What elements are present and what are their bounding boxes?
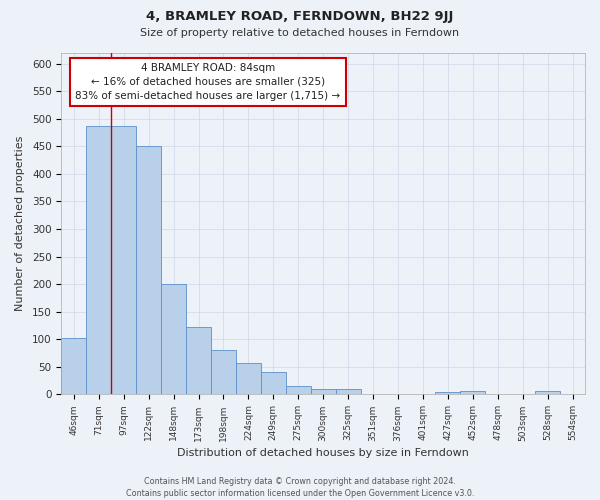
Bar [136, 146, 161, 394]
Bar [286, 386, 311, 394]
Bar [261, 372, 286, 394]
Text: Contains HM Land Registry data © Crown copyright and database right 2024.
Contai: Contains HM Land Registry data © Crown c… [126, 476, 474, 498]
Bar [436, 392, 460, 394]
Bar [311, 389, 335, 394]
Text: Size of property relative to detached houses in Ferndown: Size of property relative to detached ho… [140, 28, 460, 38]
Bar [335, 389, 361, 394]
Y-axis label: Number of detached properties: Number of detached properties [15, 136, 25, 311]
Bar [460, 391, 485, 394]
Bar [161, 284, 186, 395]
Bar [186, 327, 211, 394]
Bar [211, 350, 236, 395]
Text: 4 BRAMLEY ROAD: 84sqm
← 16% of detached houses are smaller (325)
83% of semi-det: 4 BRAMLEY ROAD: 84sqm ← 16% of detached … [76, 63, 341, 101]
Bar [236, 363, 261, 394]
Text: 4, BRAMLEY ROAD, FERNDOWN, BH22 9JJ: 4, BRAMLEY ROAD, FERNDOWN, BH22 9JJ [146, 10, 454, 23]
Bar [86, 126, 111, 394]
X-axis label: Distribution of detached houses by size in Ferndown: Distribution of detached houses by size … [177, 448, 469, 458]
Bar [111, 126, 136, 394]
Bar [61, 338, 86, 394]
Bar [535, 390, 560, 394]
